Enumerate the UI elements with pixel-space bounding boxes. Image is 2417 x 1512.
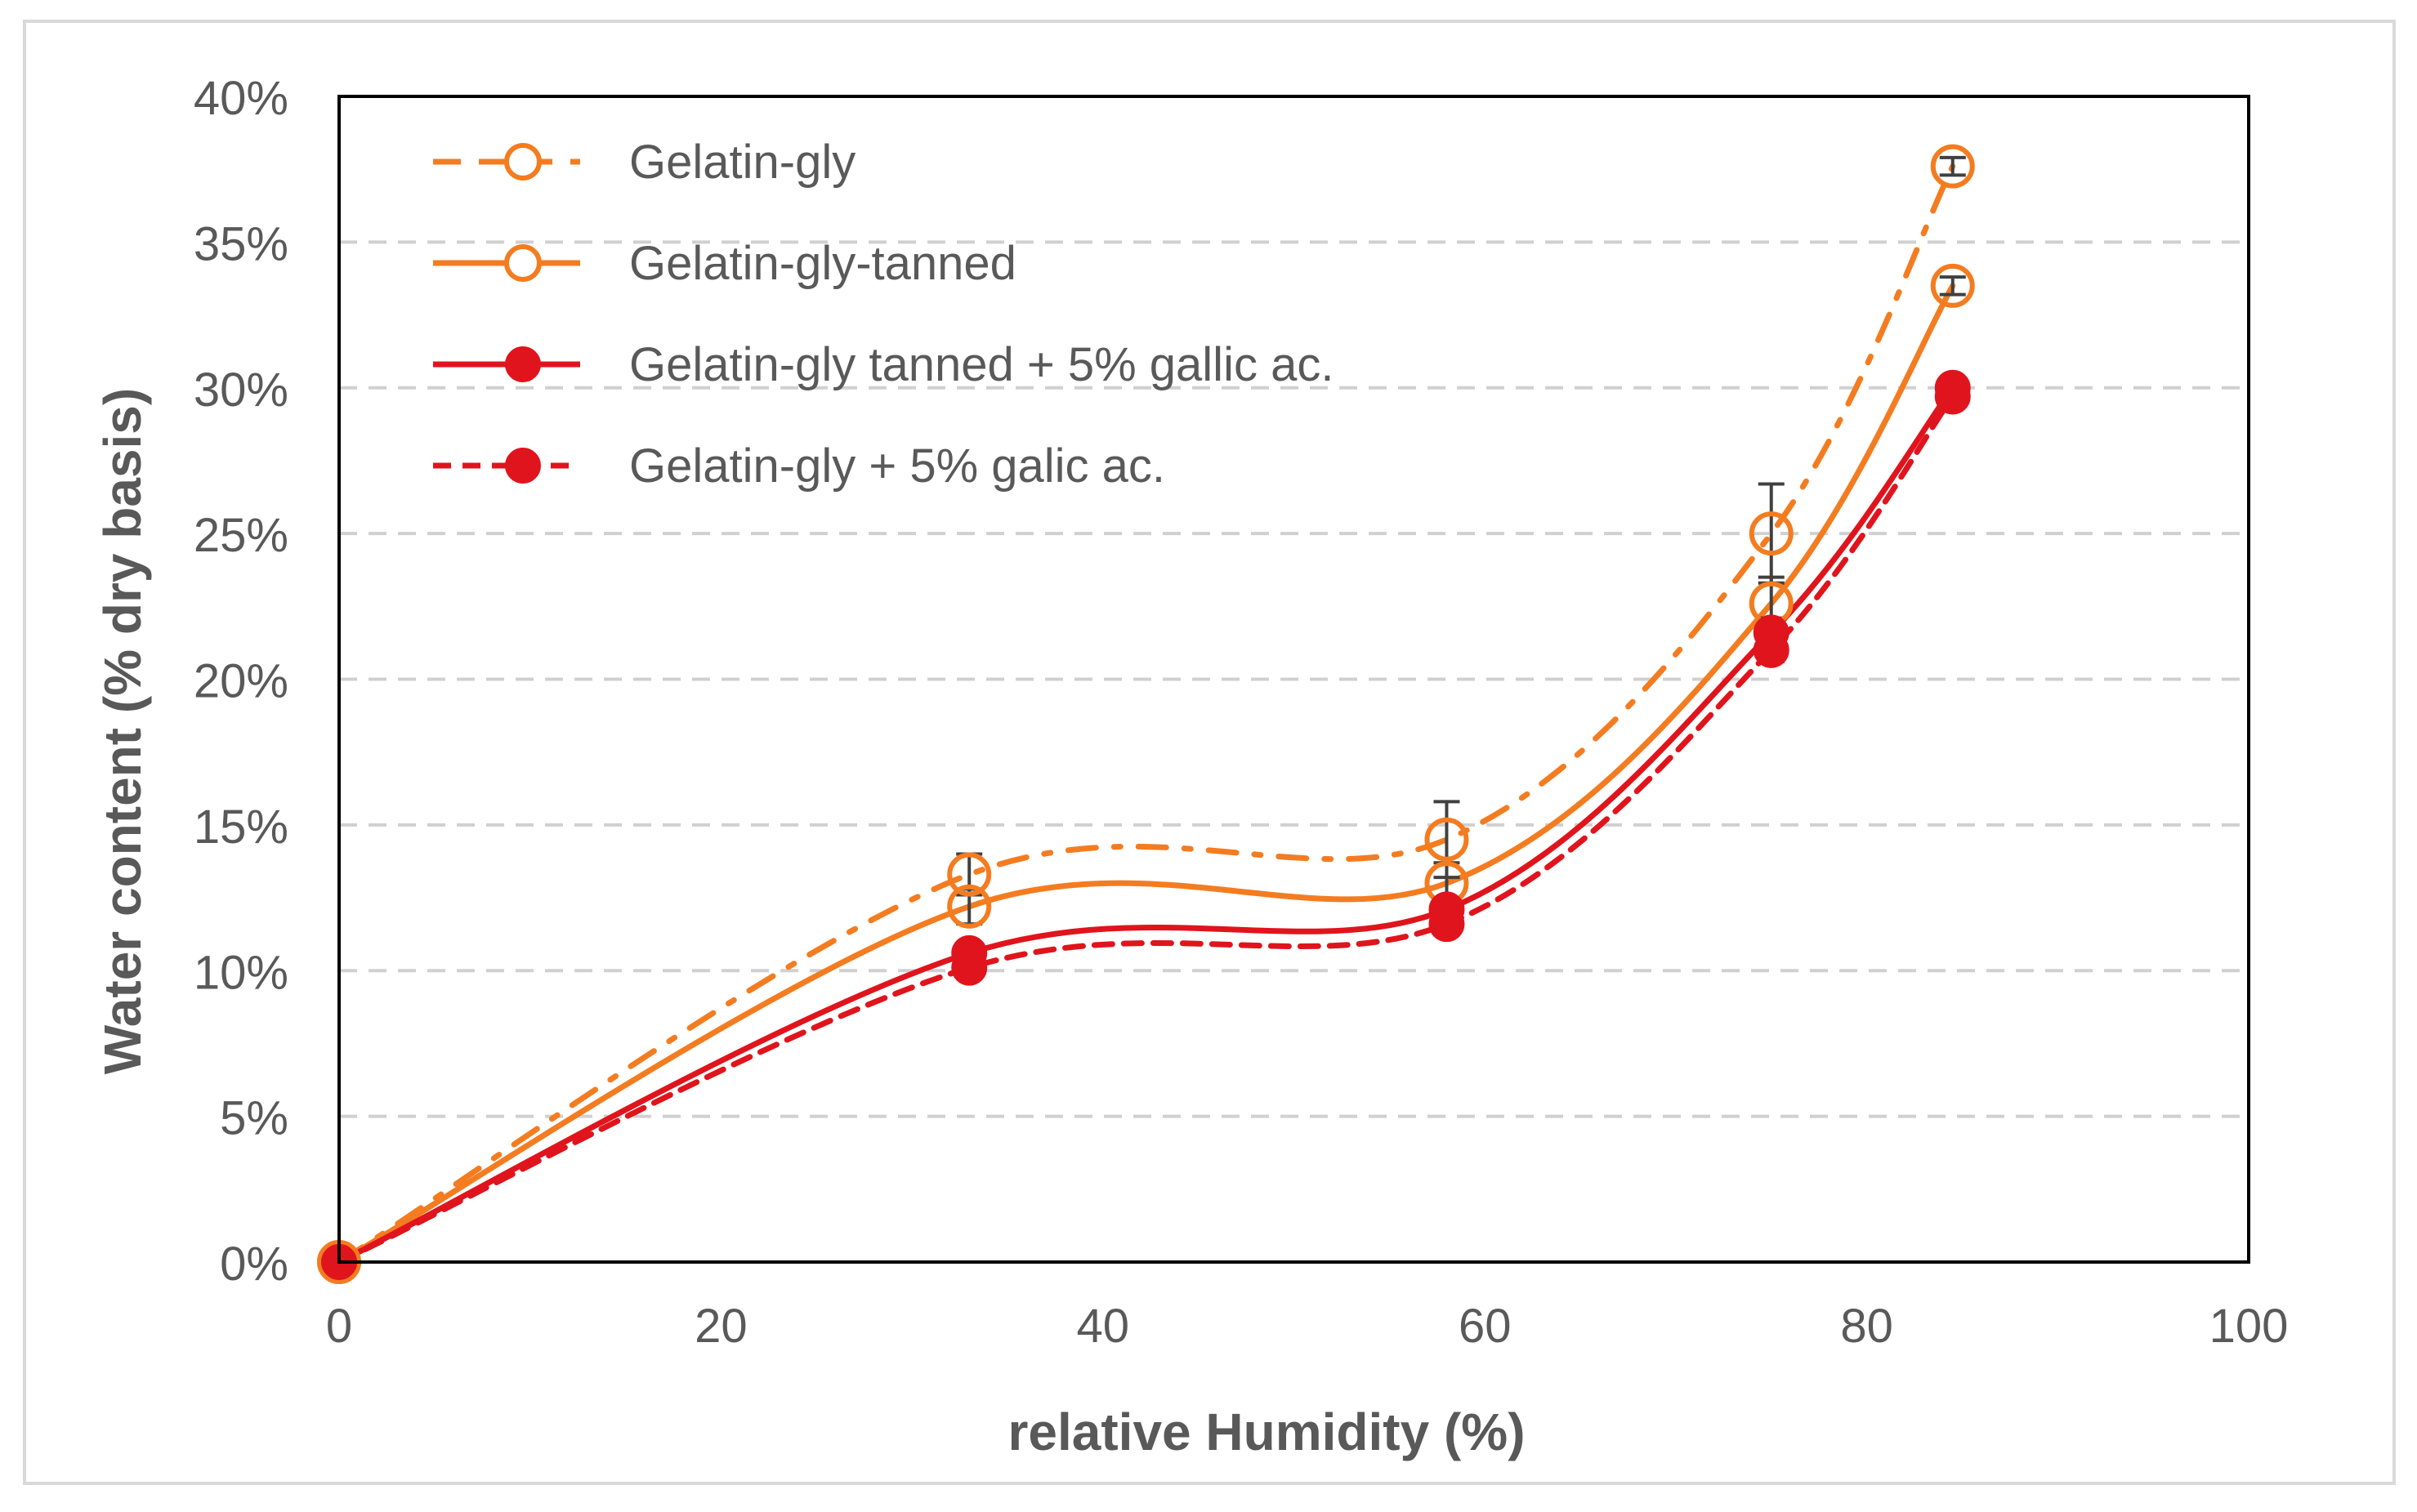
series-line-2 (336, 385, 1956, 1265)
legend-marker-2 (505, 346, 541, 382)
y-tick-label: 5% (220, 1092, 288, 1145)
data-point (1934, 378, 1971, 415)
x-tick-label: 20 (695, 1300, 748, 1353)
legend-label-0: Gelatin-gly (629, 136, 856, 189)
x-axis-title: relative Humidity (%) (1007, 1403, 1525, 1461)
series-line-0 (336, 163, 1956, 1265)
series-lines (336, 163, 1956, 1265)
y-tick-label: 15% (194, 801, 288, 854)
x-tick-label: 80 (1840, 1300, 1893, 1353)
data-point (1930, 263, 1975, 308)
data-point (947, 884, 992, 929)
x-tick-label: 0 (326, 1300, 352, 1353)
x-tick-label: 100 (2209, 1300, 2289, 1353)
y-tick-label: 10% (194, 946, 288, 999)
y-tick-label: 0% (220, 1238, 288, 1291)
plot-area-frame (337, 95, 2250, 1264)
data-point (1749, 511, 1794, 556)
y-tick-label: 35% (194, 217, 288, 270)
grid-lines (339, 240, 2249, 1118)
legend-label-3: Gelatin-gly + 5% galic ac. (629, 439, 1165, 493)
y-tick-labels: 0% 5% 10% 15% 20% 25% 30% 35% 40% (194, 72, 288, 1291)
y-tick-label: 25% (194, 509, 288, 562)
legend-marker-0 (504, 143, 542, 181)
legend-label-2: Gelatin-gly tanned + 5% gallic ac. (629, 338, 1334, 391)
y-tick-label: 40% (194, 72, 288, 125)
x-tick-label: 40 (1077, 1300, 1130, 1353)
legend-marker-1 (504, 244, 542, 282)
legend-label-1: Gelatin-gly-tanned (629, 237, 1016, 290)
y-tick-label: 20% (194, 655, 288, 708)
y-tick-label: 30% (194, 364, 288, 417)
legend: Gelatin-gly Gelatin-gly-tanned Gelatin-gly… (433, 136, 1334, 493)
x-tick-label: 60 (1459, 1300, 1512, 1353)
series-line-1 (336, 283, 1956, 1265)
legend-marker-3 (505, 448, 541, 484)
y-axis-title: Water content (% dry basis) (93, 388, 152, 1074)
x-tick-labels: 0 20 40 60 80 100 (326, 1300, 2289, 1353)
series-line-3 (336, 393, 1956, 1265)
data-point (947, 852, 992, 897)
data-point (1428, 906, 1465, 943)
data-point (1753, 631, 1789, 668)
data-point (951, 949, 988, 986)
figure-frame (23, 20, 2396, 1485)
data-point (1930, 144, 1975, 189)
data-markers (317, 144, 1975, 1284)
data-point (1424, 817, 1469, 862)
